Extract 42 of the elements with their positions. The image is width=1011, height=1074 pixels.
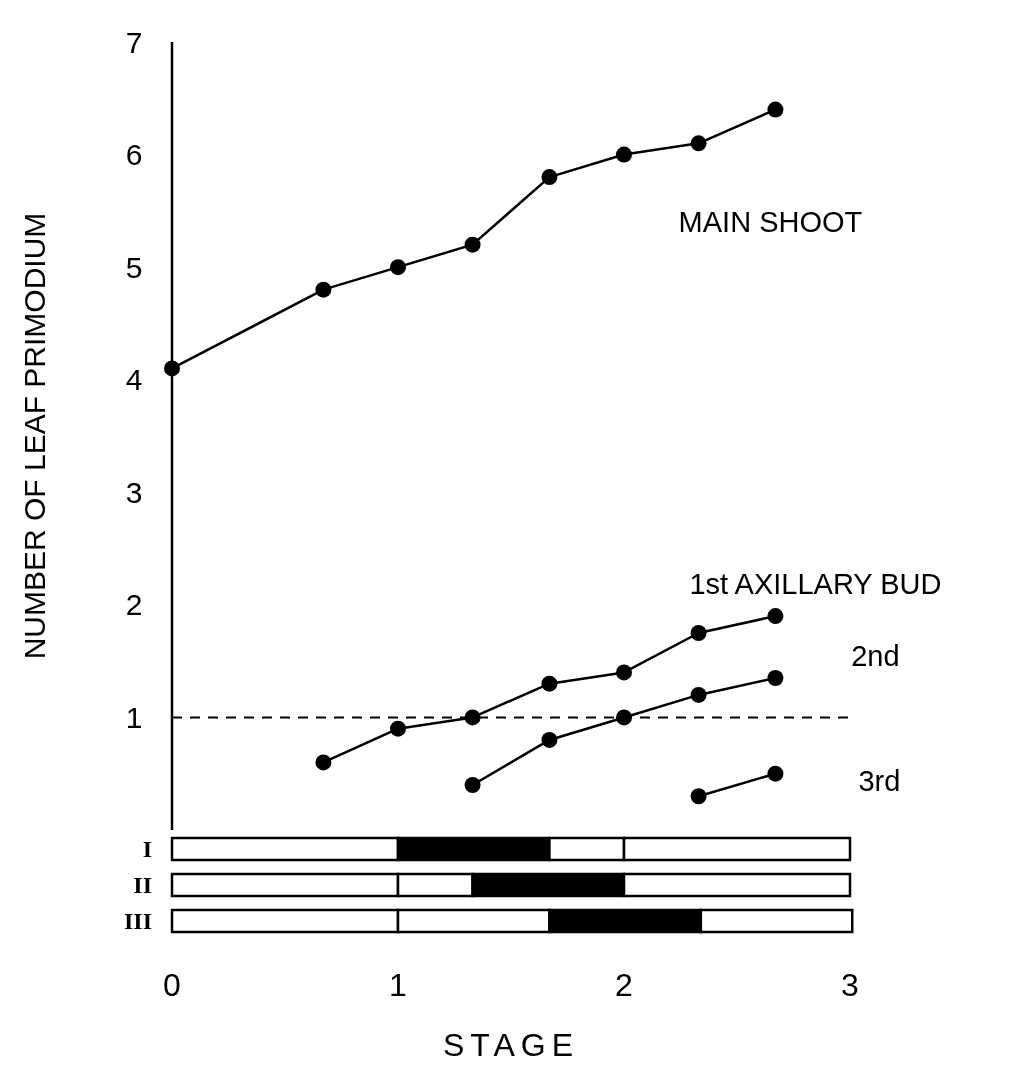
y-tick-label: 6 (125, 138, 143, 172)
text: 3rd (858, 764, 901, 797)
point (164, 360, 180, 377)
point (690, 625, 707, 641)
point (464, 776, 481, 793)
point (767, 608, 784, 625)
series-label: MAIN SHOOT (678, 205, 863, 238)
x-tick-label: 3 (841, 967, 859, 1004)
point (767, 670, 784, 687)
y-axis-title: NUMBER OF LEAF PRIMODIUM (18, 212, 51, 660)
point (616, 146, 632, 163)
point (315, 754, 332, 771)
point (315, 281, 332, 298)
y-tick-label: I (142, 836, 152, 863)
y-tick-label: III (123, 908, 152, 935)
point (690, 686, 707, 703)
point (390, 720, 406, 737)
y-tick-label: 5 (125, 250, 143, 284)
y-tick-label: 4 (125, 363, 143, 397)
point (616, 664, 632, 681)
y-tick-label: 3 (125, 475, 143, 509)
x-tick-label: 0 (163, 967, 181, 1004)
point (541, 675, 558, 692)
point (690, 135, 707, 152)
point (464, 236, 481, 253)
point (767, 765, 784, 782)
point (616, 709, 632, 726)
y-tick-label: 1 (125, 700, 143, 734)
text: 2nd (851, 640, 900, 673)
point (390, 259, 406, 276)
x-tick-label: 2 (615, 967, 633, 1004)
y-tick-label: II (133, 872, 152, 899)
point (541, 169, 558, 186)
point (464, 709, 481, 726)
point (541, 731, 558, 748)
point (767, 101, 784, 118)
series-label: 1st AXILLARY BUD (689, 568, 942, 601)
point (690, 788, 707, 805)
x-axis-title: STAGE (442, 1027, 580, 1064)
y-tick-label: 2 (125, 588, 143, 622)
x-tick-label: 1 (389, 967, 407, 1004)
y-tick-label: 7 (125, 25, 143, 59)
